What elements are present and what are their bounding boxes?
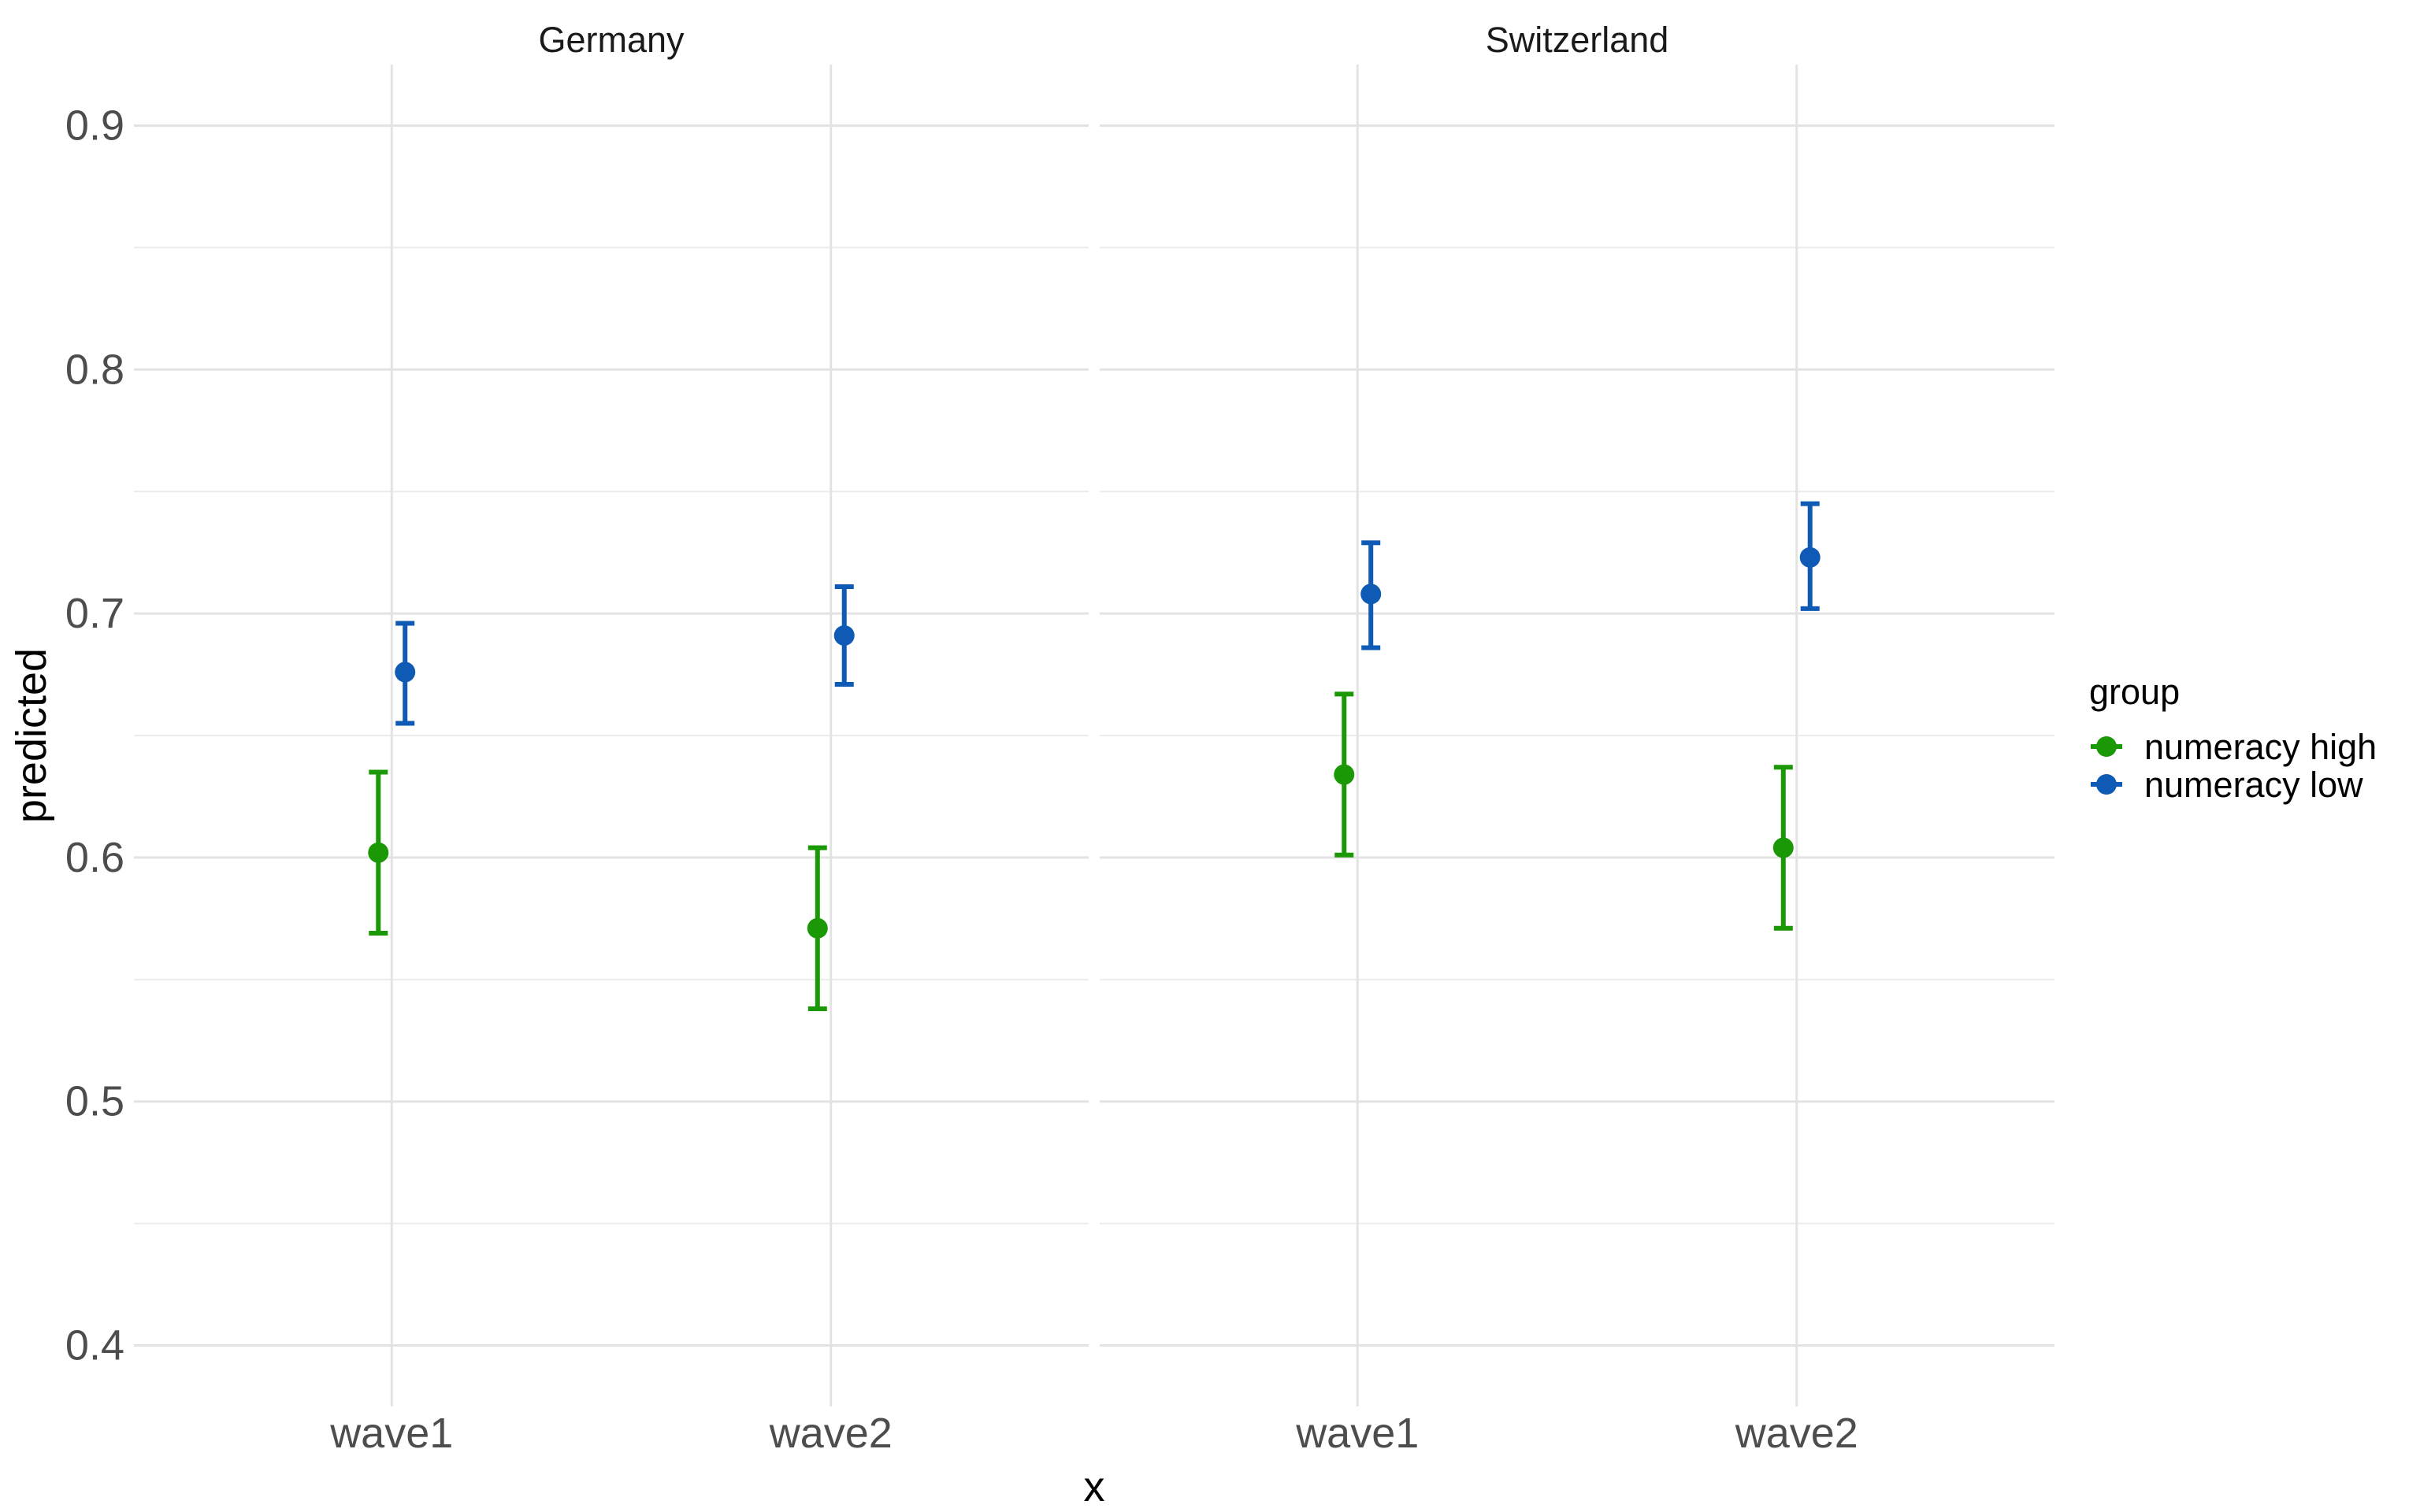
errorbar-point	[1334, 691, 1355, 858]
x-axis-title: x	[1084, 1463, 1105, 1510]
legend-item: numeracy low	[2091, 765, 2363, 805]
data-point	[1360, 584, 1382, 605]
grid-layer	[134, 65, 2054, 1406]
data-point	[368, 842, 389, 863]
legend-label: numeracy high	[2144, 727, 2377, 767]
legend-label: numeracy low	[2144, 765, 2363, 805]
y-tick-label: 0.8	[65, 346, 124, 393]
y-axis-title: predicted	[8, 648, 55, 823]
errorbar-point	[368, 769, 389, 936]
data-point	[1799, 547, 1821, 568]
y-axis: 0.4 0.5 0.6 0.7 0.8 0.9	[65, 102, 124, 1369]
legend-key-point	[2096, 736, 2117, 757]
legend-item: numeracy high	[2091, 727, 2377, 767]
data-point	[1772, 837, 1794, 858]
errorbar-point	[1772, 765, 1794, 931]
y-tick-label: 0.7	[65, 590, 124, 637]
errorbar-point	[395, 621, 416, 726]
x-tick-label: wave1	[1295, 1410, 1419, 1457]
y-tick-label: 0.9	[65, 102, 124, 149]
y-tick-label: 0.4	[65, 1322, 124, 1369]
data-marks	[368, 501, 1821, 1011]
data-point	[1334, 764, 1355, 785]
errorbar-point	[1360, 540, 1382, 650]
x-tick-label: wave2	[1735, 1410, 1858, 1457]
errorbar-point	[807, 845, 828, 1011]
y-tick-label: 0.6	[65, 834, 124, 881]
facet-label: Switzerland	[1486, 20, 1669, 60]
data-point	[807, 917, 828, 939]
facet-strips: Germany Switzerland	[538, 20, 1668, 60]
y-tick-label: 0.5	[65, 1078, 124, 1125]
errorbar-point	[1799, 501, 1821, 611]
legend-title: group	[2089, 672, 2180, 712]
legend-key-point	[2096, 774, 2117, 795]
errorbar-point	[833, 584, 855, 687]
data-point	[833, 624, 855, 646]
data-point	[395, 662, 416, 683]
facet-label: Germany	[538, 20, 685, 60]
x-tick-label: wave2	[769, 1410, 893, 1457]
x-tick-label: wave1	[329, 1410, 453, 1457]
x-axis: wave1 wave2 wave1 wave2	[329, 1410, 1858, 1457]
